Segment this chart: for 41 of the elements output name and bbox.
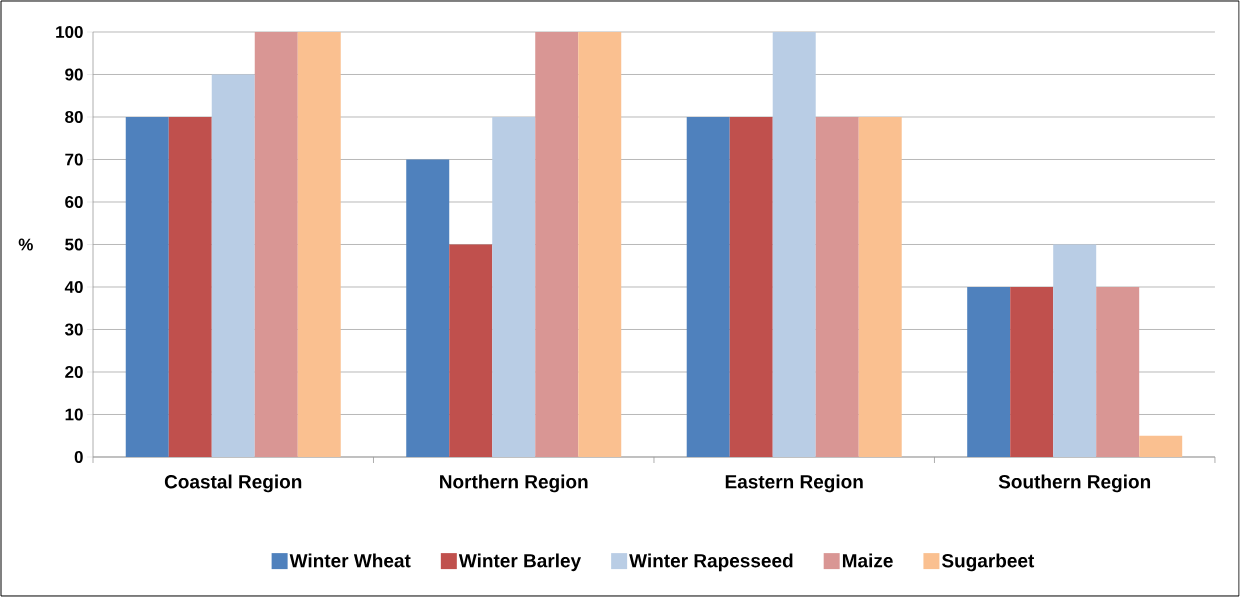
bar: [449, 244, 493, 457]
bar: [492, 116, 536, 457]
bar: [686, 116, 730, 457]
x-tick-label: Southern Region: [998, 474, 1151, 493]
bar: [578, 31, 622, 457]
bar: [815, 116, 859, 457]
bar: [406, 159, 450, 457]
bar: [168, 116, 212, 457]
x-tick-label: Northern Region: [440, 474, 588, 493]
bar: [254, 31, 298, 457]
legend-label: Sugarbeet: [941, 553, 1035, 572]
x-tick-label: Eastern Region: [725, 474, 863, 493]
bar: [1096, 286, 1140, 457]
y-tick-label: 80: [65, 110, 83, 124]
bar: [729, 116, 773, 457]
legend-label: Winter Barley: [458, 553, 582, 572]
y-tick-label: 70: [65, 153, 83, 166]
y-tick-label: 30: [64, 323, 83, 336]
y-axis-title: %: [18, 238, 33, 251]
legend-label: Winter Rapesseed: [629, 553, 793, 572]
y-tick-label: 0: [74, 450, 83, 464]
bar: [297, 31, 341, 457]
x-tick-label: Coastal Region: [164, 474, 302, 493]
bar: [858, 116, 902, 457]
y-tick-label: 100: [56, 25, 83, 39]
legend-label: Winter Wheat: [289, 553, 411, 568]
y-tick-label: 60: [65, 195, 83, 209]
bar: [1053, 244, 1097, 457]
y-tick-label: 40: [64, 280, 83, 294]
y-tick-label: 20: [65, 365, 83, 379]
bar: [1010, 286, 1054, 457]
bar: [772, 31, 816, 457]
y-tick-label: 10: [65, 408, 83, 421]
y-tick-label: 50: [65, 238, 83, 251]
y-tick-label: 90: [65, 68, 83, 81]
bar: [211, 74, 255, 457]
bar: [125, 116, 169, 457]
bar: [1139, 435, 1183, 457]
bar: [535, 31, 579, 457]
bar: [967, 286, 1011, 457]
legend-label: Maize: [842, 553, 893, 568]
